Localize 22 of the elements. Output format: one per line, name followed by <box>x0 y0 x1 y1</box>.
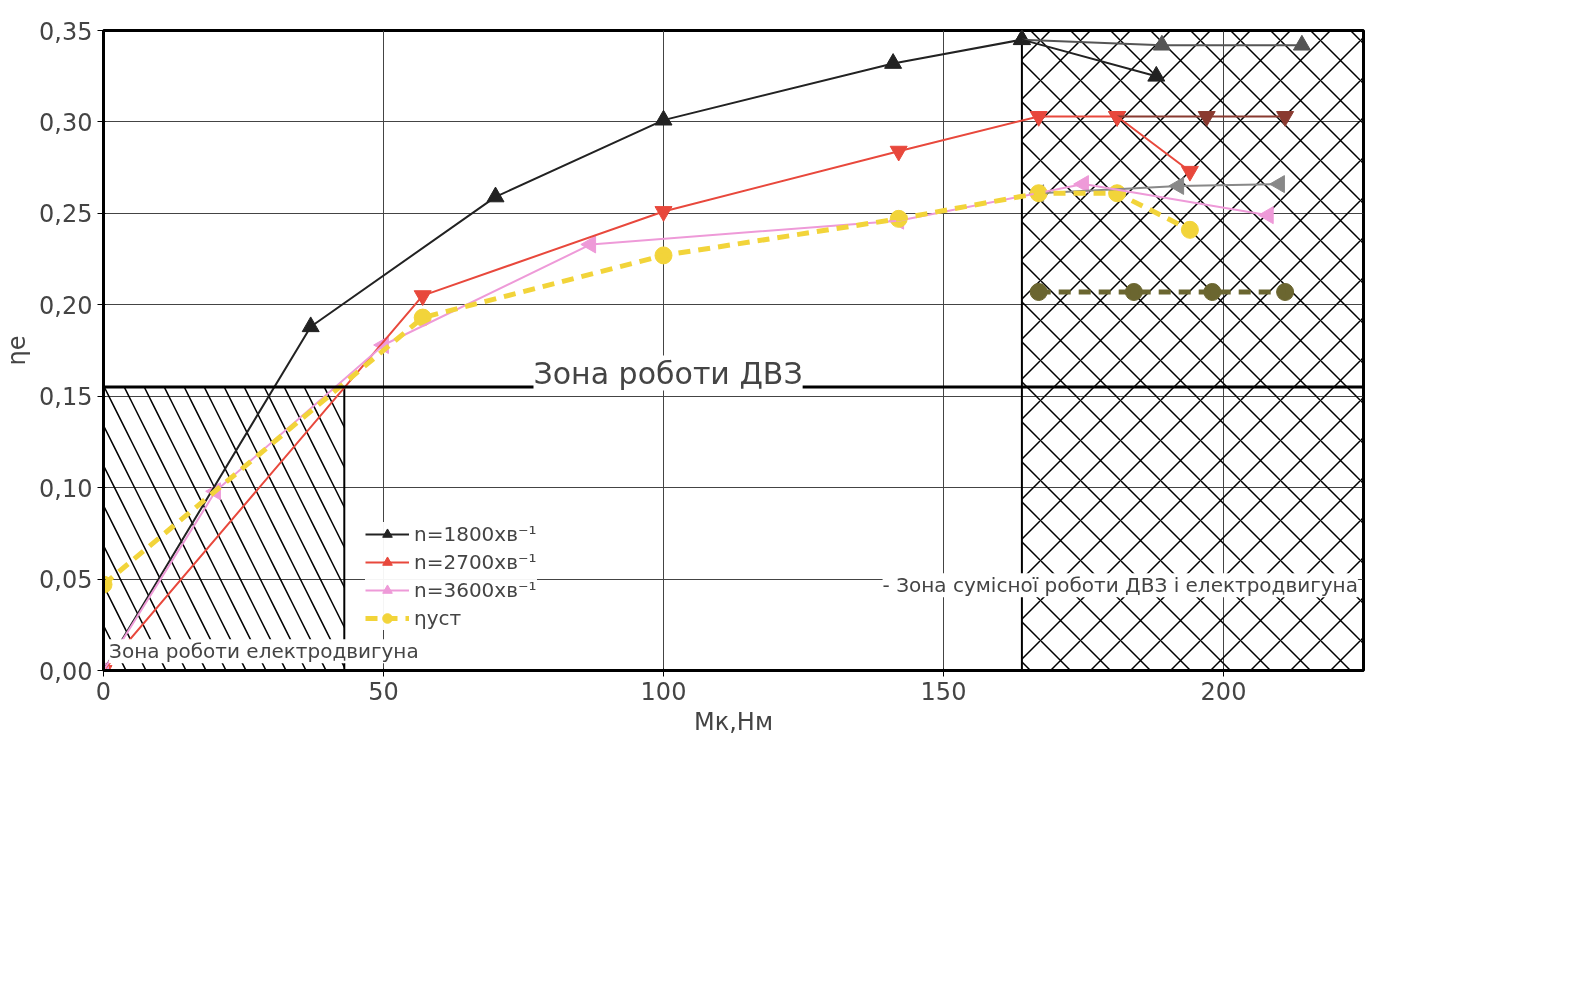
annotation: Зона роботи ДВЗ <box>533 355 803 391</box>
y-axis-title: ηе <box>3 335 32 366</box>
y-tick-label: 0,25 <box>39 200 93 229</box>
y-tick-label: 0,10 <box>39 474 93 503</box>
band-label: - Зона сумісної роботи ДВЗ і електродвигуна <box>882 573 1358 598</box>
y-tick-label: 0,30 <box>39 108 93 137</box>
legend-label: n=1800хв⁻¹ <box>414 522 537 546</box>
x-axis-title: Мк,Нм <box>694 707 773 736</box>
band-label: Зона роботи електродвигуна <box>109 639 419 664</box>
x-tick-label: 50 <box>368 677 399 706</box>
x-tick-label: 100 <box>640 677 687 706</box>
legend-label: ηуст <box>414 606 462 630</box>
y-tick-label: 0,05 <box>39 566 93 595</box>
y-tick-label: 0,35 <box>39 17 93 46</box>
x-tick-label: 0 <box>95 677 112 706</box>
legend-label: n=2700хв⁻¹ <box>414 550 537 574</box>
legend-label: n=3600хв⁻¹ <box>414 578 537 602</box>
y-tick-label: 0,15 <box>39 383 93 412</box>
y-tick-label: 0,20 <box>39 291 93 320</box>
x-tick-label: 150 <box>920 677 967 706</box>
y-tick-label: 0,00 <box>39 657 93 686</box>
x-tick-label: 200 <box>1200 677 1247 706</box>
